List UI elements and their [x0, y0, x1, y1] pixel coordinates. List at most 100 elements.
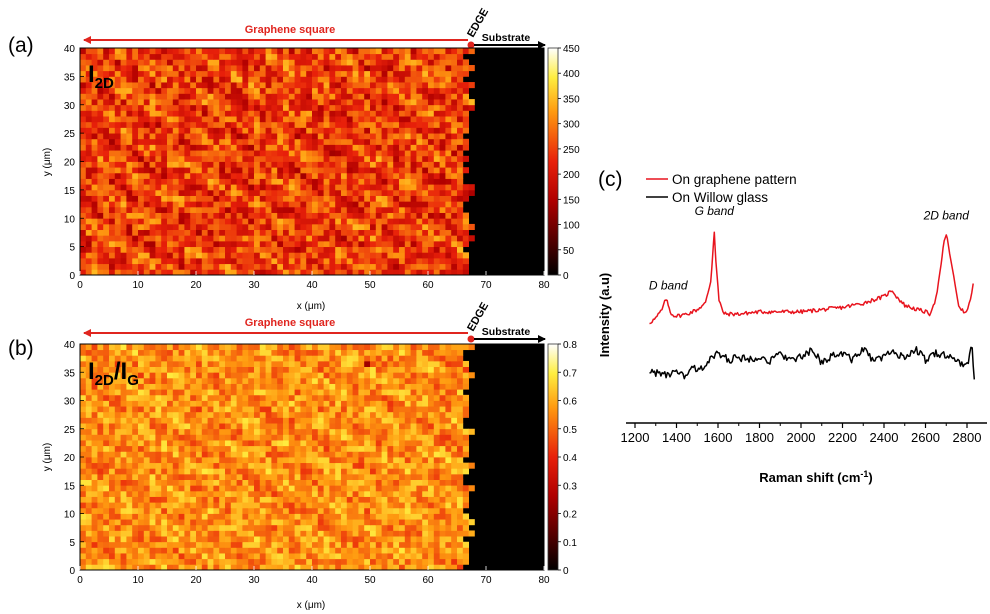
heatmap-cell [167, 189, 174, 196]
heatmap-cell [271, 99, 278, 106]
heatmap-cell [439, 59, 446, 66]
heatmap-cell [80, 536, 87, 543]
heatmap-cell [277, 524, 284, 531]
heatmap-cell [178, 155, 185, 162]
heatmap-cell [225, 473, 232, 480]
heatmap-cell [91, 138, 98, 145]
heatmap-cell [230, 110, 237, 117]
heatmap-cell [190, 104, 197, 111]
heatmap-cell [288, 440, 295, 447]
heatmap-cell [439, 53, 446, 60]
heatmap-cell [375, 530, 382, 537]
heatmap-cell [259, 547, 266, 554]
heatmap-cell [138, 155, 145, 162]
heatmap-cell [317, 161, 324, 168]
heatmap-cell [132, 48, 139, 55]
heatmap-cell [80, 65, 87, 72]
heatmap-cell [294, 496, 301, 503]
heatmap-cell [323, 462, 330, 469]
heatmap-cell [393, 82, 400, 89]
heatmap-cell [254, 252, 261, 259]
heatmap-cell [381, 155, 388, 162]
heatmap-cell [364, 246, 371, 253]
heatmap-cell [236, 462, 243, 469]
heatmap-cell [103, 428, 110, 435]
heatmap-cell [167, 519, 174, 526]
heatmap-cell [428, 507, 435, 514]
heatmap-cell [85, 468, 92, 475]
heatmap-cell [91, 496, 98, 503]
heatmap-cell [393, 558, 400, 565]
heatmap-cell [422, 383, 429, 390]
heatmap-cell [132, 189, 139, 196]
heatmap-cell [225, 400, 232, 407]
heatmap-cell [329, 394, 336, 401]
heatmap-cell [283, 212, 290, 219]
heatmap-cell [254, 513, 261, 520]
heatmap-cell [85, 473, 92, 480]
heatmap-cell [149, 558, 156, 565]
heatmap-cell [323, 99, 330, 106]
heatmap-cell [422, 189, 429, 196]
heatmap-cell [294, 423, 301, 430]
heatmap-cell [387, 383, 394, 390]
heatmap-cell [242, 167, 249, 174]
heatmap-cell [265, 496, 272, 503]
heatmap-cell [132, 434, 139, 441]
heatmap-cell [254, 218, 261, 225]
heatmap-cell [422, 553, 429, 560]
heatmap-cell [167, 93, 174, 100]
heatmap-cell [213, 206, 220, 213]
heatmap-cell [288, 383, 295, 390]
heatmap-cell [317, 558, 324, 565]
heatmap-cell [341, 428, 348, 435]
heatmap-cell [149, 468, 156, 475]
heatmap-cell [410, 240, 417, 248]
heatmap-cell [451, 257, 458, 265]
heatmap-cell [370, 178, 377, 185]
heatmap-cell [433, 502, 440, 509]
heatmap-cell [422, 155, 429, 162]
heatmap-cell [248, 116, 255, 123]
heatmap-cell [254, 485, 261, 492]
heatmap-cell [236, 201, 243, 208]
heatmap-cell [236, 513, 243, 520]
heatmap-cell [306, 116, 313, 123]
heatmap-cell [323, 82, 330, 89]
heatmap-cell [329, 564, 336, 571]
heatmap-cell [410, 451, 417, 458]
heatmap-cell [306, 252, 313, 259]
heatmap-cell [381, 541, 388, 548]
heatmap-cell [387, 269, 394, 276]
heatmap-cell [132, 496, 139, 503]
heatmap-cell [242, 457, 249, 464]
heatmap-cell [399, 502, 406, 509]
heatmap-cell [242, 212, 249, 219]
heatmap-cell [114, 507, 121, 514]
heatmap-cell [97, 564, 104, 571]
heatmap-cell [404, 496, 411, 503]
heatmap-cell [445, 172, 452, 179]
heatmap-cell [312, 189, 319, 196]
heatmap-cell [120, 65, 127, 72]
heatmap-cell [294, 428, 301, 435]
heatmap-cell [404, 223, 411, 231]
heatmap-cell [109, 138, 116, 145]
heatmap-cell [439, 440, 446, 447]
heatmap-cell [370, 212, 377, 219]
heatmap-cell [294, 564, 301, 571]
heatmap-cell [167, 116, 174, 123]
heatmap-cell [254, 150, 261, 157]
heatmap-cell [254, 116, 261, 123]
heatmap-cell [317, 479, 324, 486]
heatmap-cell [300, 87, 307, 94]
heatmap-cell [196, 507, 203, 514]
heatmap-cell [230, 496, 237, 503]
heatmap-cell [445, 116, 452, 123]
heatmap-cell [288, 104, 295, 111]
heatmap-cell [248, 434, 255, 441]
heatmap-cell [358, 223, 365, 231]
heatmap-cell [265, 121, 272, 128]
heatmap-cell [259, 530, 266, 537]
heatmap-cell [109, 116, 116, 123]
